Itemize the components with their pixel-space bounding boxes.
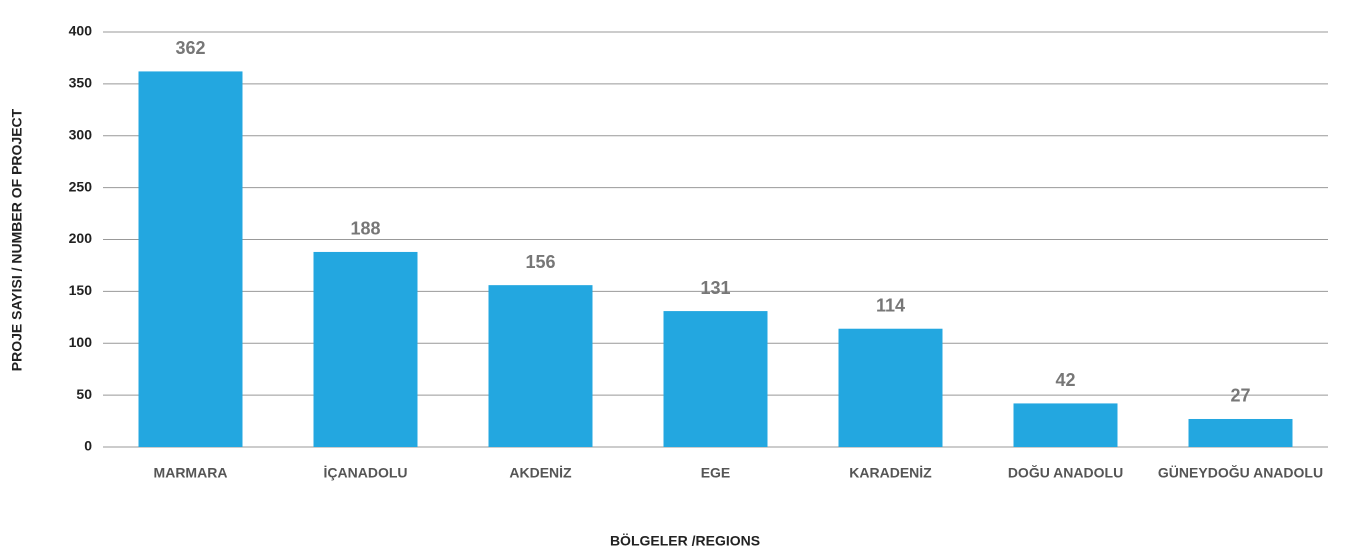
value-label: 156 (525, 252, 555, 272)
x-axis-label: BÖLGELER /REGIONS (610, 533, 760, 549)
y-axis-label: PROJE SAYISI / NUMBER OF PROJECT (9, 108, 25, 371)
y-tick-label: 150 (69, 282, 93, 298)
value-label: 42 (1055, 370, 1075, 390)
x-tick-label: DOĞU ANADOLU (1008, 464, 1123, 481)
y-tick-label: 0 (84, 438, 92, 454)
value-label: 27 (1230, 386, 1250, 406)
bar (1188, 418, 1293, 447)
y-tick-label: 250 (69, 178, 93, 194)
x-tick-label: EGE (701, 465, 731, 481)
value-label: 131 (700, 278, 730, 298)
bar (1013, 403, 1118, 447)
x-tick-label: İÇANADOLU (324, 465, 408, 481)
value-label: 362 (175, 38, 205, 58)
y-tick-label: 50 (76, 386, 92, 402)
y-tick-label: 400 (69, 23, 93, 39)
bar (488, 285, 593, 447)
bar (663, 311, 768, 447)
x-tick-label: MARMARA (154, 465, 228, 481)
y-tick-label: 350 (69, 75, 93, 91)
x-tick-label: KARADENİZ (849, 465, 932, 481)
value-label: 114 (876, 295, 905, 315)
y-tick-label: 100 (69, 334, 93, 350)
bar (838, 328, 943, 447)
y-tick-label: 300 (69, 126, 93, 142)
bar (313, 251, 418, 447)
value-label: 188 (350, 219, 380, 239)
x-tick-label: AKDENİZ (509, 465, 572, 481)
y-tick-label: 200 (69, 230, 93, 246)
bar (138, 71, 243, 448)
x-tick-label: GÜNEYDOĞU ANADOLU (1158, 464, 1323, 481)
